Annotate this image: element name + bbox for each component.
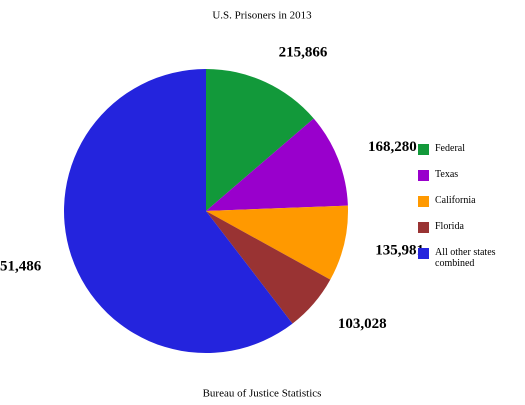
legend-item: Texas [418, 169, 518, 195]
pie-slice [206, 69, 314, 211]
value-label: 215,866 [279, 44, 328, 60]
pie-slice [206, 205, 348, 280]
legend-label: California [435, 195, 476, 206]
legend-swatch [418, 144, 429, 155]
value-label: 103,028 [338, 316, 387, 332]
pie-slice [206, 211, 331, 324]
legend-item: Federal [418, 143, 518, 169]
legend-item: All other states combined [418, 247, 518, 273]
legend-label: Texas [435, 169, 459, 180]
pie-slice [206, 118, 348, 211]
caption: Bureau of Justice Statistics [203, 388, 322, 400]
legend: Federal Texas California Florida All other s… [418, 143, 518, 273]
chart-title: U.S. Prisoners in 2013 [212, 10, 312, 22]
value-label: 168,280 [368, 139, 417, 155]
legend-item: Florida [418, 221, 518, 247]
legend-swatch [418, 222, 429, 233]
value-label: 951,486 [0, 258, 42, 274]
legend-label: All other states combined [435, 247, 496, 269]
legend-swatch [418, 170, 429, 181]
legend-label: Florida [435, 221, 464, 232]
legend-swatch [418, 196, 429, 207]
legend-item: California [418, 195, 518, 221]
legend-swatch [418, 248, 429, 259]
legend-label: Federal [435, 143, 465, 154]
pie-slice [63, 69, 293, 353]
value-label: 135,981 [375, 243, 424, 259]
